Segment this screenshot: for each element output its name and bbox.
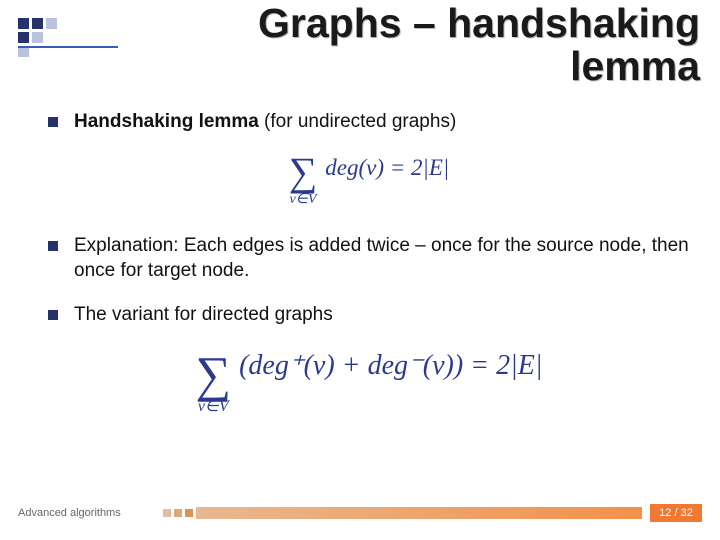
- logo-sq: [32, 32, 43, 43]
- formula-undirected: ∑ v∈V deg(v) = 2|E|: [48, 155, 690, 208]
- title-rule: [18, 46, 118, 48]
- footer-sq: [174, 509, 182, 517]
- slide-title: Graphs – handshaking lemma: [120, 2, 700, 88]
- formula-subscript: v∈V: [198, 398, 229, 415]
- bullet-icon: [48, 310, 58, 320]
- bullet-text: Explanation: Each edges is added twice –…: [74, 234, 690, 283]
- sigma-icon: ∑: [195, 346, 231, 402]
- title-wrap: Graphs – handshaking lemma: [120, 0, 700, 88]
- logo-sq: [18, 18, 29, 29]
- formula-directed: ∑ v∈V (deg⁺(v) + deg⁻(v)) = 2|E|: [48, 348, 690, 416]
- corner-logo: [18, 18, 57, 57]
- footer-label: Advanced algorithms: [18, 507, 121, 519]
- formula-body: (deg⁺(v) + deg⁻(v)) = 2|E|: [239, 348, 543, 382]
- bullet-item: Explanation: Each edges is added twice –…: [48, 234, 690, 283]
- bullet-icon: [48, 117, 58, 127]
- content-area: Handshaking lemma (for undirected graphs…: [48, 110, 690, 442]
- footer-bar: [196, 507, 642, 519]
- bullet-icon: [48, 241, 58, 251]
- footer-squares: [163, 509, 193, 517]
- footer-sq: [163, 509, 171, 517]
- bullet-text: Handshaking lemma (for undirected graphs…: [74, 110, 456, 135]
- formula-body: deg(v) = 2|E|: [325, 155, 449, 181]
- bullet-item: Handshaking lemma (for undirected graphs…: [48, 110, 690, 135]
- page-number: 12 / 32: [650, 504, 702, 522]
- bullet-text: The variant for directed graphs: [74, 303, 333, 328]
- logo-sq: [32, 18, 43, 29]
- formula-subscript: v∈V: [290, 192, 317, 207]
- bullet-item: The variant for directed graphs: [48, 303, 690, 328]
- sigma-icon: ∑: [289, 149, 318, 194]
- footer-sq: [185, 509, 193, 517]
- footer: Advanced algorithms 12 / 32: [18, 502, 702, 524]
- logo-sq: [46, 18, 57, 29]
- logo-sq: [46, 32, 57, 43]
- logo-sq: [18, 32, 29, 43]
